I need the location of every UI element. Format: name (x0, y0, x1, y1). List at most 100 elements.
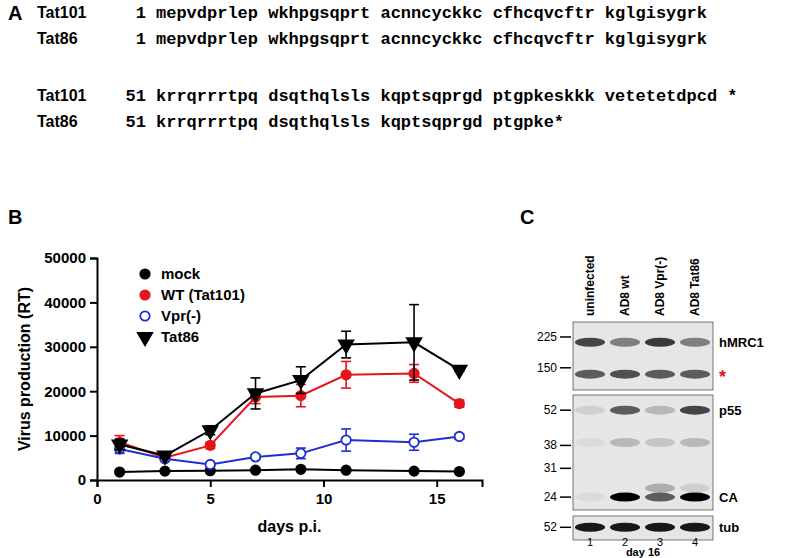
sequence-name: Tat86 (37, 113, 78, 130)
tick-mark (90, 435, 97, 437)
data-point (409, 466, 418, 475)
band (610, 370, 640, 379)
series (115, 361, 465, 462)
legend-entry: Vpr(-) (140, 307, 201, 324)
panel-label: C (520, 206, 534, 228)
series (115, 465, 464, 477)
tick-label: 40000 (44, 294, 86, 311)
data-point (203, 426, 217, 438)
band-label: p55 (719, 403, 741, 418)
tick: 10 (316, 480, 333, 507)
blot-membrane (573, 322, 713, 390)
data-point (341, 370, 350, 379)
band (575, 406, 605, 415)
series-line (120, 342, 460, 455)
series-line (120, 469, 460, 472)
series (112, 305, 466, 464)
band (575, 523, 605, 532)
band (645, 438, 675, 447)
data-point (251, 466, 260, 475)
data-point (341, 435, 350, 444)
error-bar (409, 434, 419, 450)
band-label: * (719, 367, 726, 387)
error-bar-cap (409, 304, 419, 306)
mw-marker-tick (560, 367, 571, 369)
band (610, 523, 640, 532)
tick-mark (90, 391, 97, 393)
band (680, 338, 710, 347)
band (645, 484, 675, 493)
y-axis: 01000020000300004000050000 (44, 249, 97, 488)
mw-marker-tick (560, 409, 571, 411)
lane-label: uninfected (583, 255, 597, 316)
tick: 10000 (44, 427, 97, 444)
tick-mark (90, 480, 97, 482)
series (115, 429, 465, 469)
tick-label: 0 (78, 471, 86, 488)
tick: 15 (429, 480, 446, 507)
sequence-name: Tat101 (37, 4, 87, 21)
tick-mark (90, 302, 97, 304)
tick-label: 10000 (44, 427, 86, 444)
band (645, 523, 675, 532)
band (645, 493, 675, 502)
error-bar-cap (341, 330, 351, 332)
data-point (112, 440, 126, 452)
panel-label: A (8, 2, 22, 24)
plot-area (112, 305, 466, 477)
mw-marker-label: 24 (544, 490, 558, 504)
data-point (296, 465, 305, 474)
mw-marker-label: 52 (544, 403, 558, 417)
blot-box: 225150hMRC1* (537, 322, 764, 390)
legend-symbol (140, 311, 149, 320)
legend-entry: WT (Tat101) (140, 286, 245, 303)
data-point (206, 441, 215, 450)
error-bar-cap (341, 357, 351, 359)
error-bar-cap (409, 379, 419, 381)
tick-label: 5 (207, 490, 215, 507)
error-bar-cap (115, 435, 125, 437)
mw-marker-label: 52 (544, 520, 558, 534)
band (645, 406, 675, 415)
data-point (407, 338, 421, 350)
blot-panel: uninfectedAD8 wtAD8 Vpr(-)AD8 Tat8622515… (537, 255, 764, 558)
band (680, 493, 710, 502)
error-bar-cap (341, 361, 351, 363)
y-axis-title: Virus production (RT) (16, 287, 33, 451)
mw-marker-label: 38 (544, 438, 558, 452)
tick: 30000 (44, 338, 97, 355)
data-point (452, 366, 466, 378)
band (680, 484, 710, 493)
tick: 0 (78, 471, 97, 488)
band (680, 438, 710, 447)
tick-mark (90, 258, 97, 260)
data-point (296, 449, 305, 458)
lane-label: AD8 wt (618, 275, 632, 316)
error-bar (341, 361, 351, 388)
sequence-name: Tat101 (37, 87, 87, 104)
error-bar-cap (341, 387, 351, 389)
band (610, 484, 640, 493)
error-bar-cap (341, 450, 351, 452)
error-bar-cap (296, 406, 306, 408)
band (610, 493, 640, 502)
band (575, 438, 605, 447)
tick-label: 20000 (44, 383, 86, 400)
sequence-start: 51 (126, 87, 146, 106)
band (645, 338, 675, 347)
band-label: CA (719, 490, 738, 505)
lane-number: 1 (587, 536, 593, 548)
sequence-start: 1 (136, 30, 146, 49)
error-bar-cap (409, 382, 419, 384)
legend: mockWT (Tat101)Vpr(-)Tat86 (138, 265, 245, 345)
legend-label: Vpr(-) (161, 307, 201, 324)
error-bar (341, 429, 351, 451)
sequence-text: krrqrrrtpq dsqthqlsls kqptsqprgd ptgpkes… (156, 87, 738, 106)
data-point (158, 451, 172, 463)
sequence-start: 51 (126, 113, 146, 132)
legend-label: mock (161, 265, 201, 282)
tick-label: 0 (93, 490, 101, 507)
legend-entry: mock (140, 265, 201, 282)
series-line (120, 436, 460, 464)
band (645, 370, 675, 379)
